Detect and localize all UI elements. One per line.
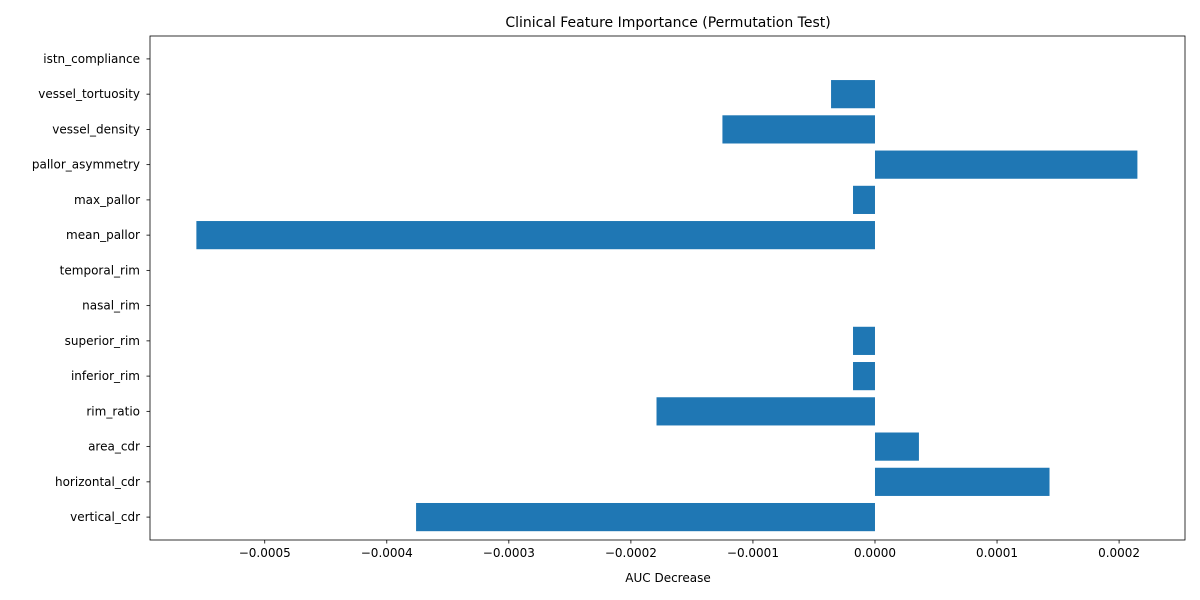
y-tick-label: area_cdr <box>88 440 140 454</box>
x-tick-label: 0.0001 <box>976 546 1018 560</box>
y-tick-label: horizontal_cdr <box>55 475 140 489</box>
bar-inferior-rim <box>853 362 875 391</box>
x-axis: −0.0005 −0.0004 −0.0003 −0.0002 −0.0001 0.000… <box>239 540 1140 560</box>
y-tick-label: superior_rim <box>65 334 140 348</box>
y-tick-label: inferior_rim <box>71 369 140 383</box>
x-tick-label: −0.0004 <box>361 546 413 560</box>
bar-mean-pallor <box>196 221 875 250</box>
bars-group <box>196 80 1138 532</box>
y-tick-label: rim_ratio <box>86 404 140 418</box>
bar-vessel-tortuosity <box>831 80 875 109</box>
x-tick-label: −0.0001 <box>727 546 779 560</box>
bar-vessel-density <box>722 115 875 144</box>
x-axis-label: AUC Decrease <box>625 571 710 585</box>
bar-area-cdr <box>874 432 919 461</box>
bar-rim-ratio <box>656 397 875 426</box>
y-tick-label: temporal_rim <box>60 263 140 277</box>
y-tick-label: vessel_density <box>52 122 140 136</box>
chart-title: Clinical Feature Importance (Permutation… <box>505 15 830 31</box>
y-tick-label: pallor_asymmetry <box>32 158 140 172</box>
y-axis: vertical_cdr horizontal_cdr area_cdr rim_ra… <box>32 52 150 524</box>
bar-superior-rim <box>853 326 875 355</box>
x-tick-label: 0.0002 <box>1098 546 1140 560</box>
y-tick-label: vessel_tortuosity <box>38 87 140 101</box>
y-tick-label: nasal_rim <box>82 299 140 313</box>
x-tick-label: −0.0005 <box>239 546 291 560</box>
bar-horizontal-cdr <box>874 467 1050 496</box>
x-tick-label: −0.0003 <box>483 546 535 560</box>
y-tick-label: mean_pallor <box>66 228 140 242</box>
y-tick-label: istn_compliance <box>43 52 140 66</box>
bar-vertical-cdr <box>416 502 875 532</box>
y-tick-label: vertical_cdr <box>70 510 140 524</box>
bar-pallor-asymmetry <box>874 150 1138 179</box>
x-tick-label: −0.0002 <box>605 546 657 560</box>
plot-frame <box>149 35 1186 541</box>
x-tick-label: 0.0000 <box>854 546 896 560</box>
bar-max-pallor <box>853 185 875 214</box>
y-tick-label: max_pallor <box>74 193 140 207</box>
